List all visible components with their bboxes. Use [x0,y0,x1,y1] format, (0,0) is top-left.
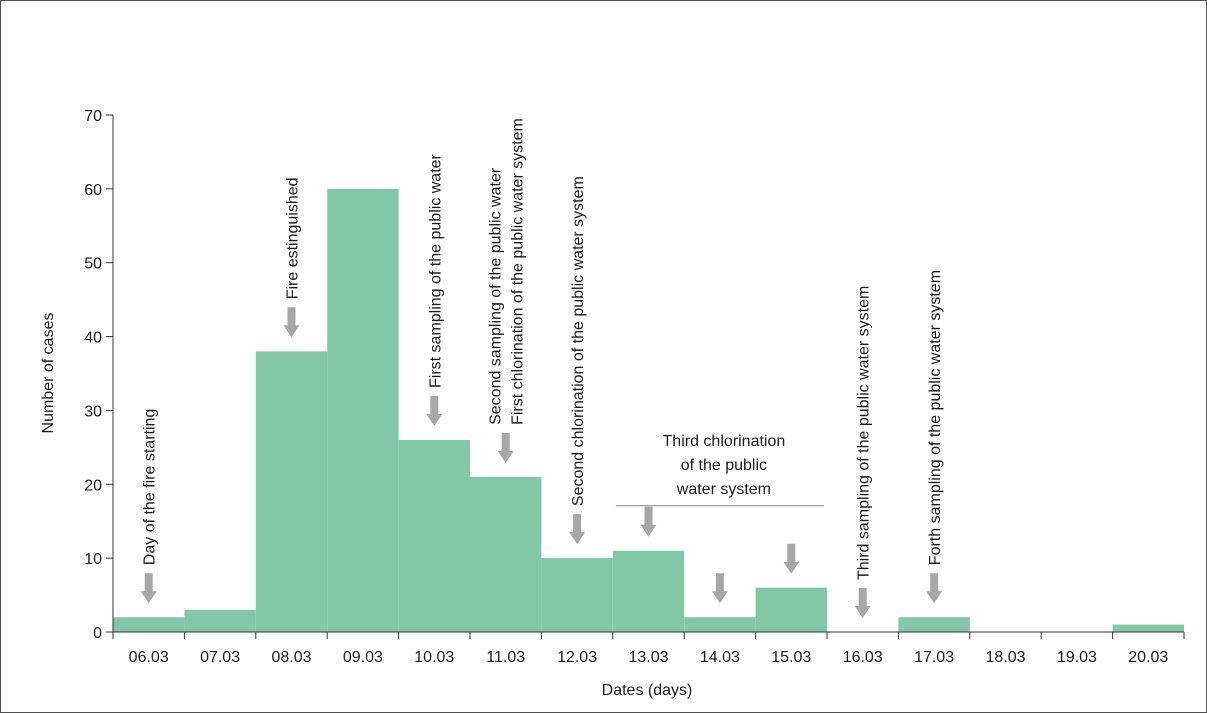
x-tick-label-06.03: 06.03 [129,649,169,666]
bar-11.03 [470,476,542,632]
y-axis-title: Number of cases [40,313,57,434]
arrow-group-14.03 [711,573,728,604]
x-tick-label-12.03: 12.03 [557,649,597,666]
bar-12.03 [541,558,613,632]
annotation-label-12.03-0: Second chlorination of the public water … [570,176,587,506]
x-tick-label-18.03: 18.03 [985,649,1025,666]
bar-14.03 [684,617,756,632]
group-annotation-label-2: water system [676,481,771,498]
bar-17.03 [898,617,970,632]
arrow-17.03 [926,573,943,604]
bar-13.03 [612,550,685,632]
bar-06.03 [113,617,185,632]
y-tick-label-50: 50 [84,256,102,273]
arrows-group [140,307,943,618]
bar-07.03 [184,609,256,632]
y-tick-label-40: 40 [84,330,102,347]
arrow-08.03 [283,307,300,338]
bar-08.03 [255,351,328,632]
y-tick-label-10: 10 [84,551,102,568]
annotations-group: Day of the fire starting Fire estinguishe… [142,118,944,580]
arrow-10.03 [426,396,443,426]
annotation-label-11.03-0: Second sampling of the public water [488,167,505,425]
axes-group [112,115,1184,633]
arrow-11.03 [497,432,514,463]
arrow-16.03 [854,588,871,618]
annotation-label-10.03-0: First sampling of the public water [427,153,444,388]
arrow-12.03 [569,514,586,545]
y-tick-label-20: 20 [84,477,102,494]
annotation-label-11.03-1: First chlorination of the public water s… [510,118,527,425]
x-tick-label-13.03: 13.03 [628,649,668,666]
y-tick-label-60: 60 [84,182,102,199]
annotation-label-06.03-0: Day of the fire starting [142,409,159,566]
y-tick-label-70: 70 [84,108,102,125]
bar-10.03 [398,439,470,632]
x-tick-label-11.03: 11.03 [486,649,525,666]
x-axis-title: Dates (days) [602,682,693,699]
annotation-label-16.03-0: Third sampling of the public water syste… [856,286,873,580]
annotation-label-08.03-0: Fire estinguished [285,177,302,299]
bar-20.03 [1112,624,1184,632]
x-tick-label-07.03: 07.03 [200,649,240,666]
x-tick-label-08.03: 08.03 [271,649,311,666]
x-tick-label-16.03: 16.03 [843,649,883,666]
x-tick-label-19.03: 19.03 [1057,649,1097,666]
bars-group [113,188,1184,633]
x-tick-label-15.03: 15.03 [771,649,811,666]
annotation-label-17.03-0: Forth sampling of the public water syste… [927,270,944,565]
bar-09.03 [327,188,399,633]
y-tick-label-0: 0 [93,625,102,642]
group-annotation-label-1: of the public [681,457,767,474]
x-tick-label-20.03: 20.03 [1128,649,1168,666]
bar-15.03 [755,587,827,632]
x-tick-label-17.03: 17.03 [914,649,954,666]
y-tick-label-30: 30 [84,403,102,420]
arrow-group-15.03 [783,543,800,574]
arrow-group-13.03 [640,506,657,537]
arrow-06.03 [140,573,157,604]
x-tick-label-10.03: 10.03 [414,649,454,666]
x-ticks-group: 06.03 07.03 08.03 09.03 10.03 11.03 12.03 13.03… [112,632,1185,666]
x-tick-label-09.03: 09.03 [343,649,383,666]
x-tick-label-14.03: 14.03 [700,649,740,666]
group-annotation-label-0: Third chlorination [663,433,786,450]
y-ticks-group: 0 10 20 30 40 50 60 70 [84,108,113,642]
